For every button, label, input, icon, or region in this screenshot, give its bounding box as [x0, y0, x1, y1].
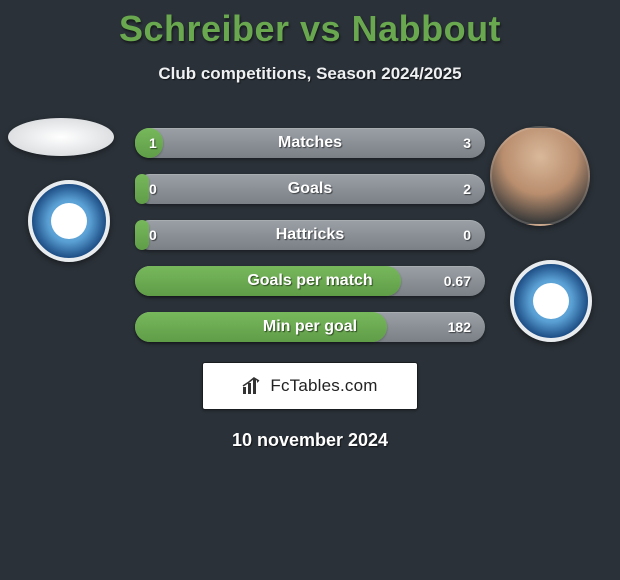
date-label: 10 november 2024 [0, 430, 620, 451]
stat-label: Hattricks [185, 226, 435, 244]
stat-value-right: 3 [435, 135, 485, 151]
stat-value-right: 0 [435, 227, 485, 243]
page-title: Schreiber vs Nabbout [0, 0, 620, 50]
stat-value-left: 0 [135, 181, 185, 197]
stat-row: Min per goal 182 [135, 312, 485, 342]
stat-value-right: 2 [435, 181, 485, 197]
stat-value-right: 0.67 [435, 273, 485, 289]
brand-card: FcTables.com [202, 362, 418, 410]
stat-row: 0 Hattricks 0 [135, 220, 485, 250]
stat-row: 1 Matches 3 [135, 128, 485, 158]
stat-value-left: 1 [135, 135, 185, 151]
subtitle: Club competitions, Season 2024/2025 [0, 64, 620, 84]
player-left-avatar [8, 118, 114, 156]
chart-icon [242, 377, 264, 395]
club-badge-left [28, 180, 110, 262]
stat-row: 0 Goals 2 [135, 174, 485, 204]
club-badge-right [510, 260, 592, 342]
player-right-avatar [490, 126, 590, 226]
stat-label: Min per goal [185, 318, 435, 336]
stats-panel: 1 Matches 3 0 Goals 2 0 Hattricks 0 Goal… [135, 128, 485, 342]
stat-label: Matches [185, 134, 435, 152]
stat-label: Goals per match [185, 272, 435, 290]
stat-label: Goals [185, 180, 435, 198]
brand-text: FcTables.com [270, 376, 377, 396]
stat-value-left: 0 [135, 227, 185, 243]
stat-row: Goals per match 0.67 [135, 266, 485, 296]
stat-value-right: 182 [435, 319, 485, 335]
